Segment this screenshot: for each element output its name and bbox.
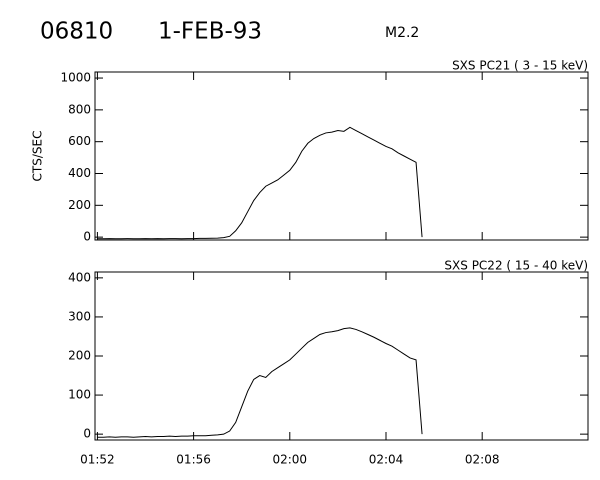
x-tick-label: 02:00 <box>272 453 307 467</box>
y-tick-label: 600 <box>68 134 91 148</box>
y-tick-label: 400 <box>68 166 91 180</box>
x-tick-label: 02:04 <box>369 453 404 467</box>
event-date: 1-FEB-93 <box>158 19 262 45</box>
event-id: 06810 <box>40 19 113 45</box>
y-tick-label: 0 <box>83 230 91 244</box>
x-tick-label: 01:56 <box>176 453 211 467</box>
light-curve <box>97 126 423 240</box>
x-tick-label: 02:08 <box>465 453 500 467</box>
y-axis-label: CTS/SEC <box>31 131 45 182</box>
y-tick-label: 800 <box>68 102 91 116</box>
y-tick-label: 1000 <box>60 71 91 85</box>
light-curve <box>97 327 423 438</box>
plot-frame <box>94 71 589 241</box>
y-tick-label: 400 <box>68 270 91 284</box>
x-tick-label: 01:52 <box>80 453 115 467</box>
y-tick-label: 100 <box>68 388 91 402</box>
y-tick-label: 200 <box>68 349 91 363</box>
y-tick-label: 0 <box>83 427 91 441</box>
panel-title: SXS PC21 ( 3 - 15 keV) <box>452 59 588 73</box>
panel-title: SXS PC22 ( 15 - 40 keV) <box>444 259 588 273</box>
flare-class: M2.2 <box>385 25 419 41</box>
y-tick-label: 200 <box>68 198 91 212</box>
y-tick-label: 300 <box>68 309 91 323</box>
